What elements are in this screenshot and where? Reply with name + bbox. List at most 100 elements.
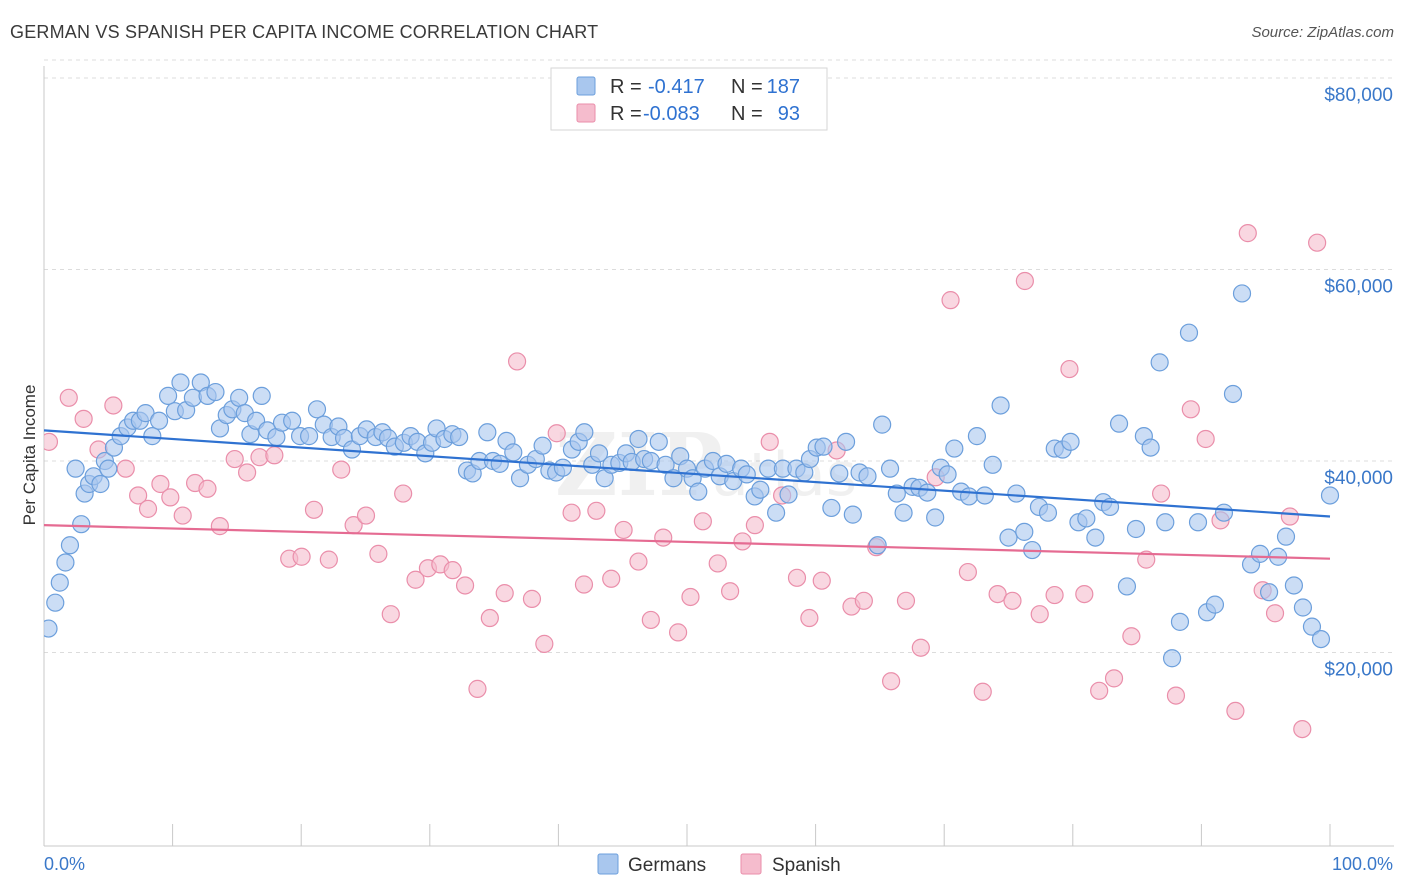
- spanish-point-34: [480, 608, 499, 628]
- spanish-point-78: [1090, 681, 1109, 700]
- german-point-4: [60, 536, 80, 555]
- spanish-point-41: [574, 575, 594, 594]
- spanish-point-66: [911, 638, 930, 657]
- german-point-75: [533, 436, 552, 455]
- spanish-point-90: [1265, 604, 1285, 623]
- spanish-point-50: [693, 512, 712, 531]
- german-point-136: [959, 487, 979, 506]
- german-point-140: [991, 396, 1010, 415]
- german-point-130: [918, 483, 937, 502]
- german-point-176: [1284, 576, 1304, 595]
- german-point-109: [767, 503, 786, 522]
- spanish-point-70: [973, 682, 992, 701]
- spanish-point-57: [787, 568, 807, 587]
- spanish-point-31: [443, 561, 462, 580]
- spanish-point-0: [44, 432, 59, 451]
- german-point-173: [1259, 583, 1279, 602]
- spanish-point-69: [958, 562, 977, 582]
- spanish-point-43: [602, 569, 621, 588]
- spanish-point-83: [1166, 686, 1186, 705]
- german-point-118: [830, 464, 849, 483]
- spanish-point-19: [292, 547, 311, 566]
- german-point-89: [629, 429, 648, 449]
- spanish-point-12: [198, 479, 217, 498]
- german-point-93: [656, 455, 675, 474]
- spanish-point-75: [1045, 585, 1064, 605]
- german-point-122: [858, 467, 877, 486]
- german-point-125: [880, 459, 900, 478]
- bottom-legend-swatch-spanish: [740, 853, 762, 875]
- spanish-point-71: [988, 584, 1007, 604]
- spanish-point-21: [319, 550, 338, 569]
- y-tick-label-0: $20,000: [1324, 660, 1393, 681]
- german-point-123: [868, 536, 887, 555]
- spanish-point-53: [733, 532, 752, 551]
- german-point-156: [1117, 577, 1137, 596]
- german-point-69: [490, 454, 509, 473]
- german-point-92: [649, 432, 668, 451]
- german-point-165: [1188, 513, 1208, 532]
- german-point-117: [822, 498, 841, 518]
- y-axis-label: Per Capita Income: [20, 385, 39, 526]
- german-point-137: [967, 427, 987, 446]
- bottom-legend-label-spanish: Spanish: [772, 855, 841, 876]
- german-point-98: [689, 482, 708, 501]
- german-point-119: [836, 432, 856, 451]
- german-point-116: [814, 437, 833, 456]
- german-point-164: [1179, 323, 1199, 342]
- spanish-point-38: [535, 634, 554, 653]
- spanish-point-5: [116, 459, 135, 478]
- spanish-point-42: [587, 501, 606, 520]
- german-point-172: [1250, 544, 1270, 563]
- german-point-177: [1293, 598, 1313, 617]
- german-point-78: [553, 458, 573, 477]
- spanish-point-44: [614, 520, 633, 540]
- german-point-18: [136, 404, 155, 423]
- spanish-point-91: [1280, 507, 1299, 526]
- german-point-155: [1109, 414, 1129, 433]
- y-tick-labels: $20,000 $40,000 $60,000 $80,000: [1324, 85, 1393, 681]
- german-point-23: [171, 373, 190, 392]
- german-point-36: [252, 386, 271, 405]
- german-point-2: [50, 573, 69, 592]
- german-point-152: [1086, 528, 1105, 547]
- german-point-72: [510, 469, 530, 488]
- spanish-point-17: [265, 446, 284, 465]
- german-point-180: [1320, 486, 1340, 505]
- spanish-point-40: [562, 503, 581, 522]
- german-point-169: [1223, 384, 1243, 404]
- spanish-point-46: [641, 610, 660, 630]
- german-point-71: [504, 443, 523, 462]
- german-point-151: [1077, 509, 1096, 528]
- spanish-point-82: [1151, 484, 1171, 503]
- spanish-point-52: [721, 582, 740, 601]
- legend-r-value-germans: -0.417: [648, 76, 705, 98]
- germans-points: [44, 284, 1340, 668]
- spanish-point-80: [1122, 627, 1141, 646]
- german-point-175: [1276, 527, 1296, 546]
- german-point-146: [1038, 503, 1058, 522]
- spanish-point-36: [507, 352, 527, 371]
- spanish-point-20: [304, 500, 324, 519]
- german-point-0: [44, 619, 58, 638]
- source-note: Source: ZipAtlas.com: [1251, 24, 1394, 41]
- german-point-40: [283, 411, 302, 430]
- german-point-141: [999, 528, 1018, 547]
- german-point-163: [1170, 612, 1190, 631]
- chart-title: GERMAN VS SPANISH PER CAPITA INCOME CORR…: [10, 22, 599, 42]
- stats-legend: R = -0.417 N = 187 R = -0.083 N = 93: [550, 67, 828, 131]
- legend-n-value-spanish: 93: [778, 103, 800, 125]
- german-point-111: [779, 485, 798, 504]
- german-point-170: [1232, 284, 1252, 303]
- spanish-point-62: [854, 591, 873, 610]
- spanish-point-37: [522, 589, 542, 608]
- german-point-21: [158, 386, 178, 405]
- german-point-6: [72, 515, 91, 534]
- spanish-point-39: [547, 424, 566, 443]
- spanish-point-59: [812, 571, 831, 590]
- spanish-point-9: [161, 488, 180, 507]
- spanish-point-24: [356, 506, 376, 525]
- spanish-point-15: [238, 463, 257, 482]
- german-point-10: [91, 474, 110, 494]
- spanish-point-81: [1137, 550, 1156, 569]
